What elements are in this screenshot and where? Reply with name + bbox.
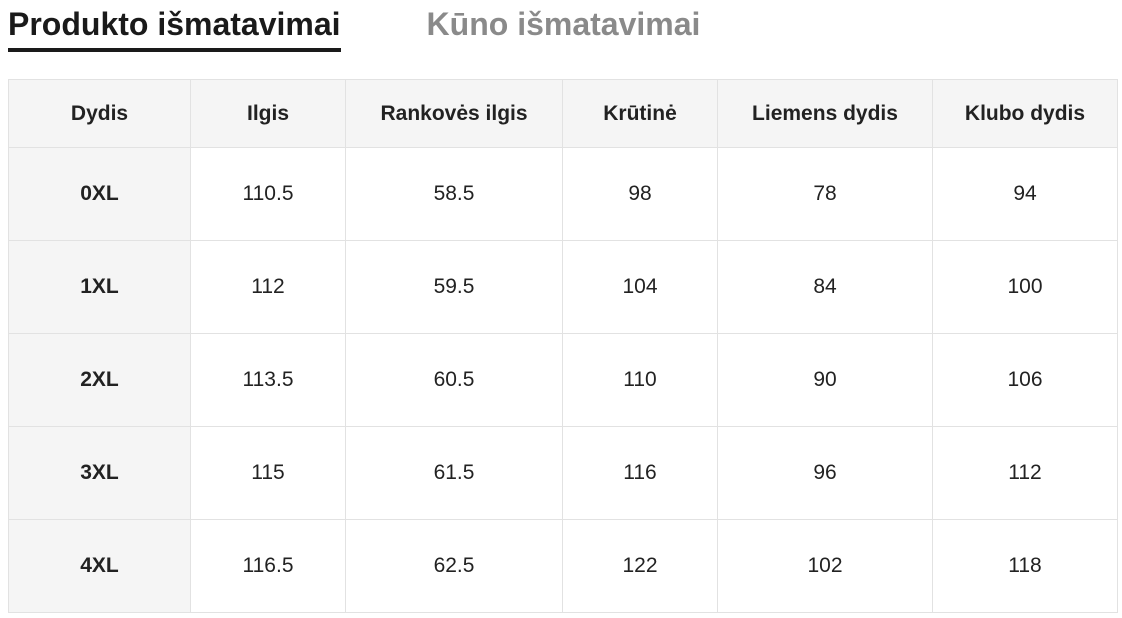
tab-product-measurements[interactable]: Produkto išmatavimai [8,4,341,52]
waist-cell: 96 [717,426,933,520]
sleeve-length-cell: 61.5 [345,426,563,520]
length-cell: 116.5 [190,519,346,613]
measurement-tabs: Produkto išmatavimai Kūno išmatavimai [8,4,701,52]
hip-cell: 112 [932,426,1118,520]
length-cell: 110.5 [190,147,346,241]
chest-cell: 104 [562,240,718,334]
hip-cell: 94 [932,147,1118,241]
length-cell: 115 [190,426,346,520]
hip-cell: 118 [932,519,1118,613]
table-header-row: Dydis Ilgis Rankovės ilgis Krūtinė Lieme… [8,79,1118,148]
size-table: Dydis Ilgis Rankovės ilgis Krūtinė Lieme… [8,79,1118,613]
sleeve-length-cell: 60.5 [345,333,563,427]
header-length: Ilgis [190,79,346,148]
sleeve-length-cell: 59.5 [345,240,563,334]
size-cell: 0XL [8,147,191,241]
size-cell: 1XL [8,240,191,334]
table-row: 1XL 112 59.5 104 84 100 [8,240,1118,334]
sleeve-length-cell: 62.5 [345,519,563,613]
waist-cell: 90 [717,333,933,427]
size-table-container: Dydis Ilgis Rankovės ilgis Krūtinė Lieme… [8,79,1118,613]
chest-cell: 116 [562,426,718,520]
table-row: 4XL 116.5 62.5 122 102 118 [8,519,1118,613]
header-waist: Liemens dydis [717,79,933,148]
size-cell: 3XL [8,426,191,520]
waist-cell: 102 [717,519,933,613]
chest-cell: 110 [562,333,718,427]
hip-cell: 106 [932,333,1118,427]
waist-cell: 78 [717,147,933,241]
table-row: 2XL 113.5 60.5 110 90 106 [8,333,1118,427]
sleeve-length-cell: 58.5 [345,147,563,241]
header-sleeve-length: Rankovės ilgis [345,79,563,148]
chest-cell: 122 [562,519,718,613]
length-cell: 112 [190,240,346,334]
chest-cell: 98 [562,147,718,241]
table-row: 3XL 115 61.5 116 96 112 [8,426,1118,520]
tab-body-measurements[interactable]: Kūno išmatavimai [426,6,701,42]
size-cell: 2XL [8,333,191,427]
header-chest: Krūtinė [562,79,718,148]
hip-cell: 100 [932,240,1118,334]
length-cell: 113.5 [190,333,346,427]
waist-cell: 84 [717,240,933,334]
header-hip: Klubo dydis [932,79,1118,148]
header-size: Dydis [8,79,191,148]
size-cell: 4XL [8,519,191,613]
table-row: 0XL 110.5 58.5 98 78 94 [8,147,1118,241]
